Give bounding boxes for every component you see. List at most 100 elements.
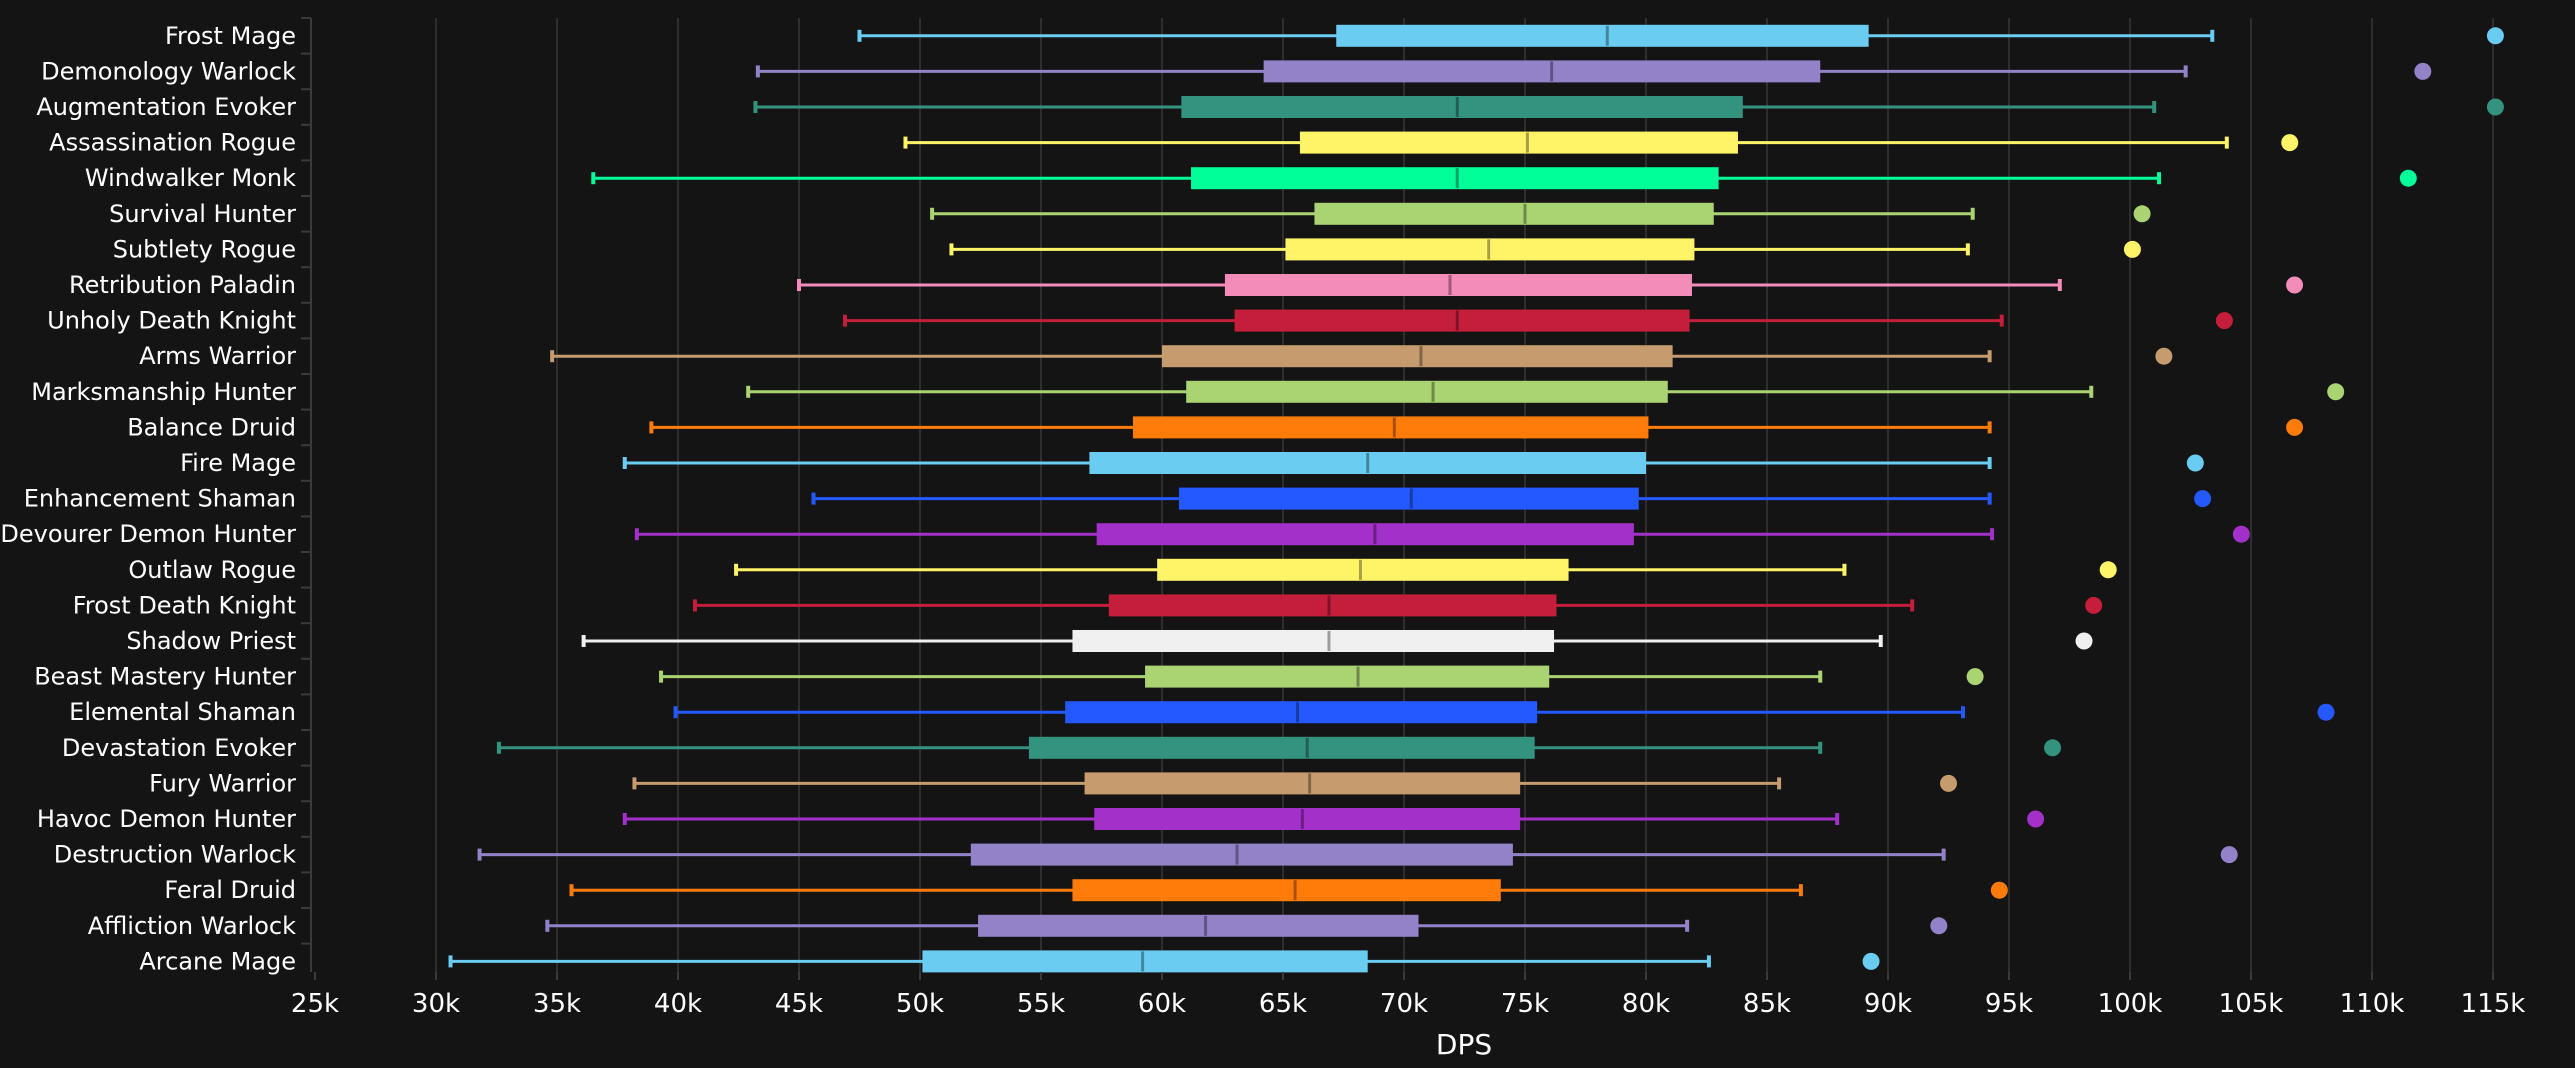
max-point [2075,632,2093,650]
iqr-box [1285,238,1695,261]
y-tick-label: Marksmanship Hunter [31,378,296,406]
max-point [2281,134,2299,152]
x-tick-label: 65k [1259,989,1307,1019]
box-balance-druid [649,416,2304,439]
box-beast-mastery-hunter [659,665,1984,688]
max-point [1990,881,2008,899]
box-retribution-paladin [797,274,2304,296]
iqr-box [1132,416,1649,439]
y-tick-label: Frost Death Knight [73,591,296,619]
iqr-box [1108,594,1557,617]
box-subtlety-rogue [949,238,2141,261]
y-tick-label: Elemental Shaman [69,698,296,726]
max-point [2486,98,2504,116]
iqr-box [1157,558,1569,581]
max-point [2486,27,2504,45]
iqr-box [1094,808,1521,830]
box-demonology-warlock [755,60,2432,83]
iqr-box [1162,345,1673,368]
box-shadow-priest [581,630,2093,652]
iqr-box [1234,309,1690,332]
x-tick-label: 25k [291,989,339,1019]
max-point [2099,561,2117,579]
y-tick-label: Feral Druid [164,876,296,904]
y-tick-label: Frost Mage [165,22,296,50]
y-tick-label: Havoc Demon Hunter [37,805,296,833]
box-survival-hunter [930,202,2151,225]
iqr-box [1181,96,1743,118]
y-tick-label: Affliction Warlock [88,912,296,940]
iqr-box [1336,24,1869,47]
box-arms-warrior [550,345,2173,368]
x-tick-label: 105k [2219,989,2284,1019]
max-point [2085,596,2103,614]
box-destruction-warlock [477,843,2238,866]
iqr-box [1299,131,1738,154]
y-tick-label: Windwalker Monk [85,164,296,192]
box-windwalker-monk [591,167,2417,190]
iqr-box [1084,772,1521,795]
iqr-box [1263,60,1821,83]
y-tick-label: Fire Mage [180,449,296,477]
y-tick-label: Shadow Priest [126,627,296,655]
max-point [2044,739,2062,757]
box-feral-druid [569,879,2008,902]
iqr-box [978,914,1419,937]
max-point [2414,62,2432,80]
x-tick-label: 85k [1743,989,1791,1019]
iqr-box [1096,523,1634,546]
max-point [2155,347,2173,365]
max-point [2215,312,2233,330]
iqr-box [1145,665,1550,688]
iqr-box [970,843,1513,866]
max-point [2232,525,2250,543]
box-arcane-mage [448,950,1880,973]
max-point [1966,668,1984,686]
y-tick-label: Demonology Warlock [41,57,296,85]
max-point [1862,952,1880,970]
y-tick-label: Outlaw Rogue [128,556,296,584]
x-tick-label: 75k [1501,989,1549,1019]
iqr-box [1072,630,1555,652]
x-axis: 25k 30k 35k 40k 45k 50k 55k 60k 65k 70k 75k 80k 85k 9… [291,972,2525,1019]
max-point [2123,240,2141,258]
x-tick-label: 95k [1985,989,2033,1019]
iqr-box [1065,701,1538,724]
x-tick-label: 100k [2098,989,2163,1019]
iqr-box [1028,736,1535,759]
y-tick-label: Balance Druid [127,413,296,441]
iqr-box [1191,167,1719,190]
box-frost-mage [857,24,2504,47]
x-tick-label: 55k [1017,989,1065,1019]
box-unholy-death-knight [842,309,2233,332]
y-tick-label: Arcane Mage [139,947,296,975]
y-tick-label: Unholy Death Knight [47,307,296,335]
max-point [2186,454,2204,472]
max-point [1930,917,1948,935]
y-tick-label: Subtlety Rogue [113,235,296,263]
box-fury-warrior [632,772,1957,795]
box-outlaw-rogue [734,558,2117,581]
iqr-box [1314,202,1714,225]
max-point [2327,383,2345,401]
x-tick-label: 90k [1864,989,1912,1019]
x-tick-label: 80k [1622,989,1670,1019]
box-fire-mage [622,452,2204,474]
iqr-box [1089,452,1646,474]
iqr-box [1186,380,1668,403]
y-tick-label: Beast Mastery Hunter [34,663,296,691]
x-tick-label: 50k [896,989,944,1019]
y-tick-label: Fury Warrior [149,769,296,797]
box-devastation-evoker [496,736,2062,759]
max-point [2286,276,2304,294]
y-tick-label: Arms Warrior [139,342,296,370]
max-point [2286,418,2304,436]
iqr-box [1072,879,1501,902]
x-axis-label: DPS [1436,1028,1492,1061]
box-elemental-shaman [673,701,2335,724]
max-point [2399,169,2417,187]
max-point [2133,205,2151,223]
y-tick-label: Augmentation Evoker [36,93,296,121]
x-tick-label: 40k [654,989,702,1019]
